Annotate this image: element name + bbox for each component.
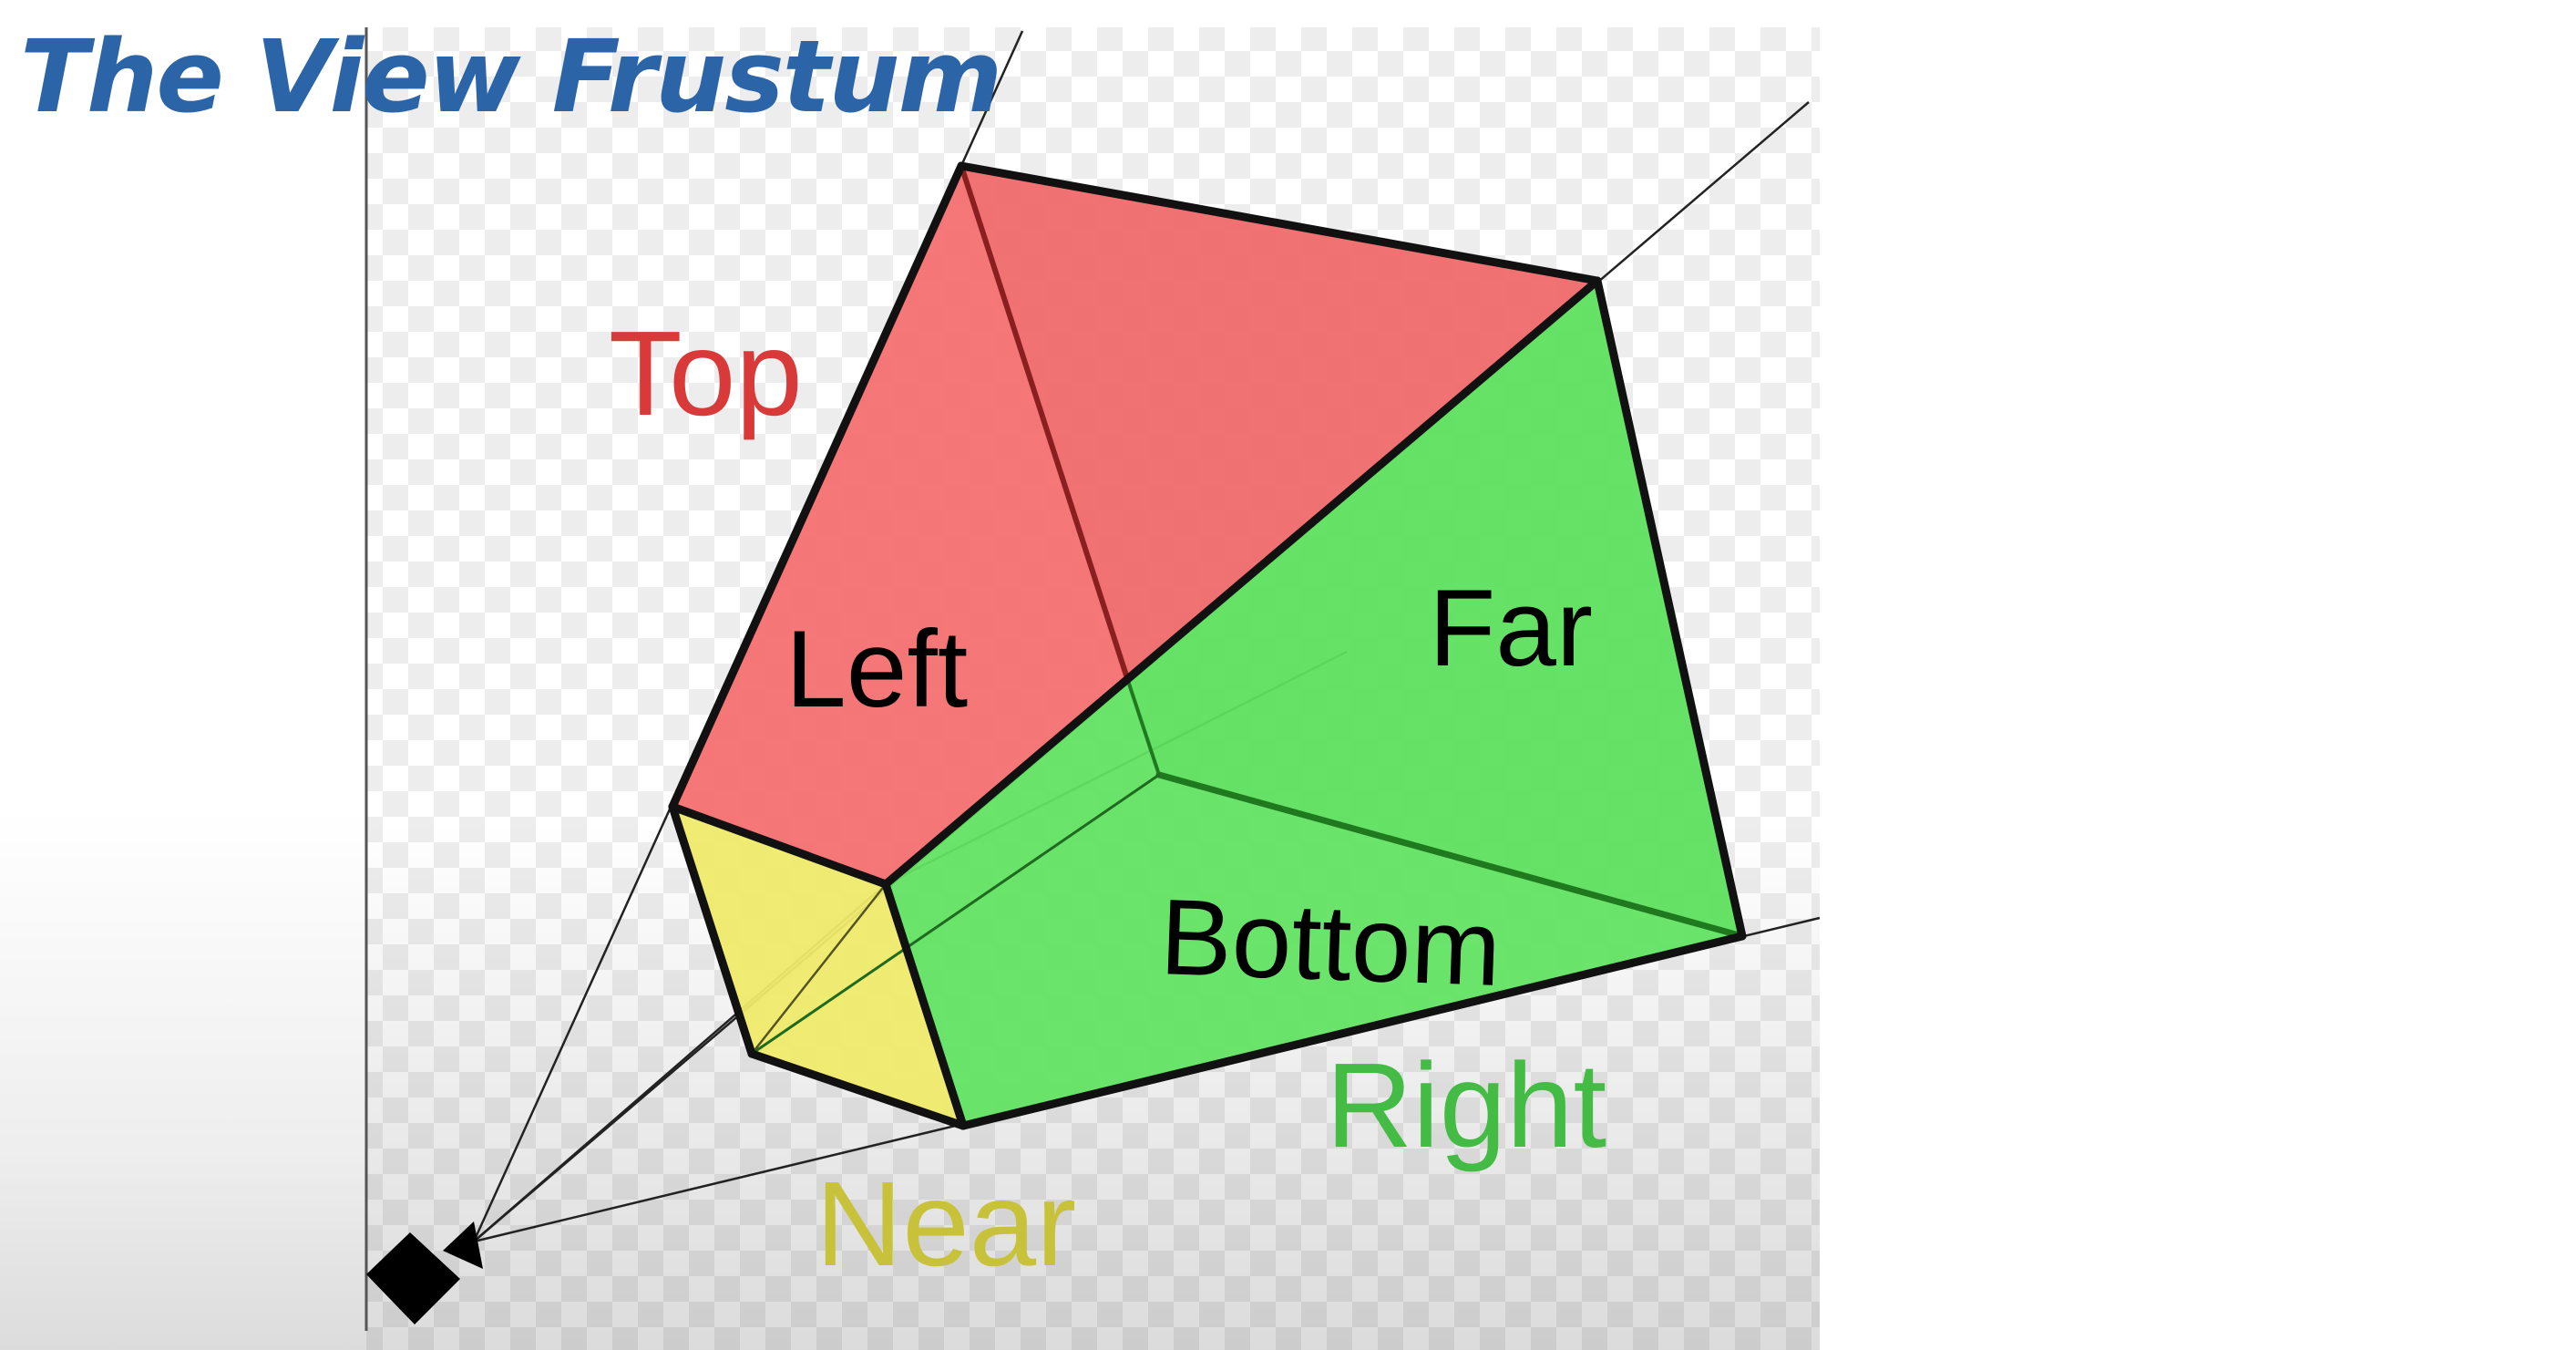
blank-area — [1820, 0, 2576, 1350]
label-bottom: Bottom — [1158, 877, 1503, 1009]
slide-title: The View Frustum — [20, 18, 1002, 135]
label-far: Far — [1429, 567, 1593, 689]
top-face — [961, 166, 1597, 678]
inner-edges — [750, 163, 1746, 1056]
camera-icon — [366, 1221, 483, 1324]
label-left: Left — [785, 608, 968, 730]
left-face — [672, 166, 1127, 884]
label-top: Top — [609, 306, 803, 440]
bottom-face — [886, 678, 1742, 1126]
label-near: Near — [816, 1157, 1076, 1291]
far-face — [1127, 281, 1742, 936]
near-face — [672, 807, 963, 1126]
label-right: Right — [1326, 1038, 1606, 1172]
outer-edges — [668, 161, 1747, 1130]
